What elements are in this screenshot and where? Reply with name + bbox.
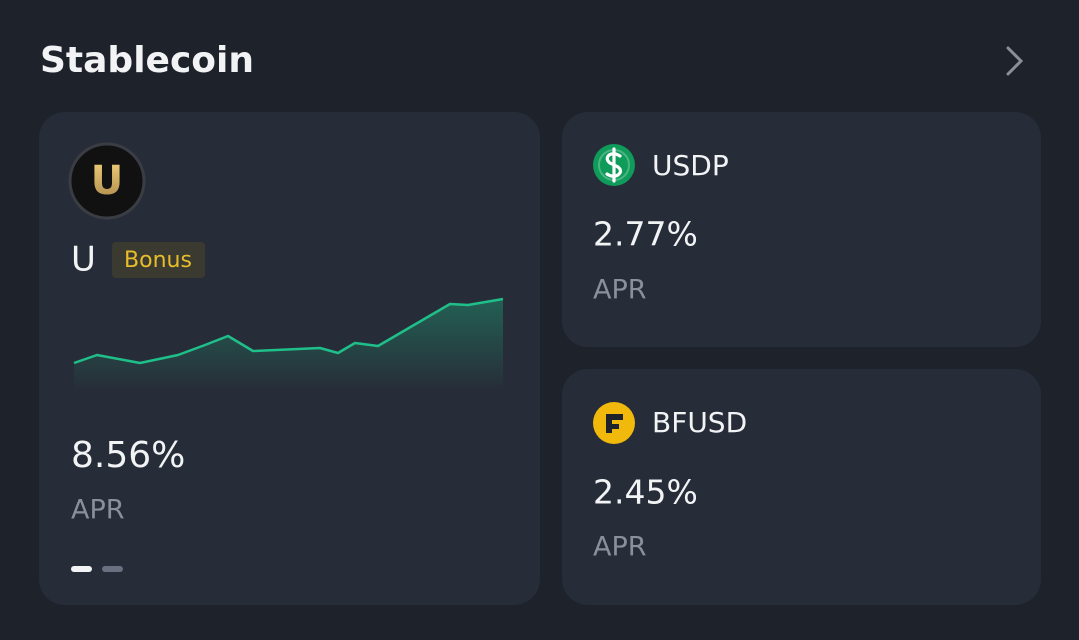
page-dot[interactable]: [102, 566, 123, 572]
apr-label: APR: [71, 495, 125, 526]
sparkline-area: [74, 299, 503, 390]
coin-name: BFUSD: [652, 406, 747, 439]
card-bg: [562, 369, 1041, 605]
coin-name: USDP: [652, 149, 729, 182]
sparkline-line: [73, 297, 504, 365]
coin-name: U: [71, 240, 96, 280]
apr-label: APR: [593, 532, 647, 563]
coin-card[interactable]: USDP 2.77% APR: [562, 112, 1041, 347]
apr-value: 2.77%: [593, 215, 698, 254]
apr-value: 8.56%: [71, 435, 185, 476]
coin-icon-glyph: [605, 147, 623, 183]
coin-card[interactable]: BFUSD 2.45% APR: [562, 369, 1041, 605]
section-title: Stablecoin: [40, 40, 254, 81]
apr-value: 2.45%: [593, 473, 698, 512]
chevron[interactable]: [1006, 46, 1024, 76]
coin-icon: [593, 402, 635, 444]
featured-card[interactable]: U U Bonus 8.56% APR: [39, 112, 540, 605]
apr-label: APR: [593, 275, 647, 306]
badge-bg: [112, 242, 205, 278]
coin-icon-glyph: [606, 414, 623, 433]
card-bg: [562, 112, 1041, 347]
sparkline: [73, 297, 504, 390]
coin-icon: [68, 142, 146, 220]
page-dot-active[interactable]: [71, 566, 92, 572]
badge: Bonus: [124, 248, 192, 273]
coin-icon-letter: U: [91, 158, 123, 204]
